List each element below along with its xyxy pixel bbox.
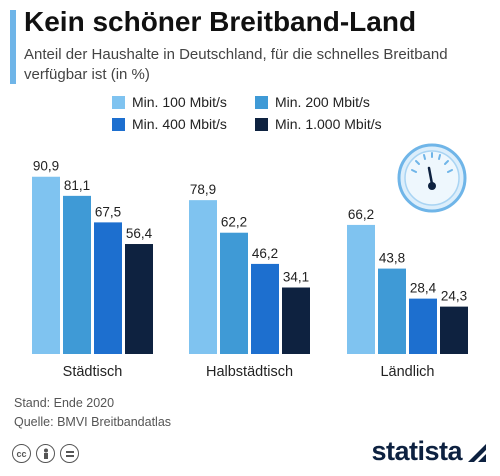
statista-brand[interactable]: statista <box>371 436 462 466</box>
bar-chart: 90,9 81,1 67,5 56,4 78,9 62,2 46,2 34,1 66,2 43,8… <box>32 143 468 380</box>
bar-value-label: 67,5 <box>95 204 121 219</box>
legend-label: Min. 1.000 Mbit/s <box>275 116 382 132</box>
gauge-icon <box>397 143 467 213</box>
legend-item: Min. 1.000 Mbit/s <box>255 116 382 132</box>
bar-value-label: 24,3 <box>441 289 467 304</box>
footer-source: Quelle: BMVI Breitbandatlas <box>14 415 172 429</box>
category-label: Ländlich <box>380 364 434 380</box>
legend-label: Min. 400 Mbit/s <box>132 116 227 132</box>
legend-label: Min. 200 Mbit/s <box>275 94 370 110</box>
bar-value-label: 28,4 <box>410 281 437 296</box>
bar-value-label: 81,1 <box>64 178 90 193</box>
statista-logo-icon <box>468 444 486 462</box>
title-accent-bar <box>10 10 16 84</box>
legend-label: Min. 100 Mbit/s <box>132 94 227 110</box>
legend-swatch <box>112 117 125 131</box>
bar-value-label: 46,2 <box>252 246 278 261</box>
legend-swatch <box>255 95 268 109</box>
equals-icon <box>60 444 79 463</box>
bar-value-label: 78,9 <box>190 182 216 197</box>
bar-0-1 <box>63 195 91 354</box>
bar-1-1 <box>220 232 248 354</box>
category-label: Halbstädtisch <box>206 364 293 380</box>
bar-0-2 <box>94 222 122 354</box>
cc-icon: cc <box>12 444 31 463</box>
bar-2-2 <box>409 298 437 354</box>
chart-subtitle: Anteil der Haushalte in Deutschland, für… <box>24 46 448 83</box>
person-icon <box>36 444 55 463</box>
footer-stand: Stand: Ende 2020 <box>14 396 115 410</box>
legend-swatch <box>255 117 268 131</box>
bar-0-0 <box>32 176 60 354</box>
chart-title: Kein schöner Breitband-Land <box>24 6 417 37</box>
legend-item: Min. 100 Mbit/s <box>112 94 227 110</box>
bar-2-3 <box>440 306 468 354</box>
bar-value-label: 34,1 <box>283 270 309 285</box>
bar-2-0 <box>347 224 375 354</box>
bar-value-label: 66,2 <box>348 207 374 222</box>
bar-1-2 <box>251 263 279 354</box>
bar-value-label: 90,9 <box>33 159 59 174</box>
legend-item: Min. 200 Mbit/s <box>255 94 370 110</box>
bar-0-3 <box>125 244 153 354</box>
license-icons: cc <box>12 444 79 463</box>
bar-2-1 <box>378 268 406 354</box>
legend-swatch <box>112 95 125 109</box>
bar-value-label: 62,2 <box>221 215 247 230</box>
bar-value-label: 56,4 <box>126 226 153 241</box>
bar-1-3 <box>282 287 310 354</box>
bar-value-label: 43,8 <box>379 251 405 266</box>
legend-item: Min. 400 Mbit/s <box>112 116 227 132</box>
category-label: Städtisch <box>63 364 123 380</box>
bar-1-0 <box>189 200 217 354</box>
